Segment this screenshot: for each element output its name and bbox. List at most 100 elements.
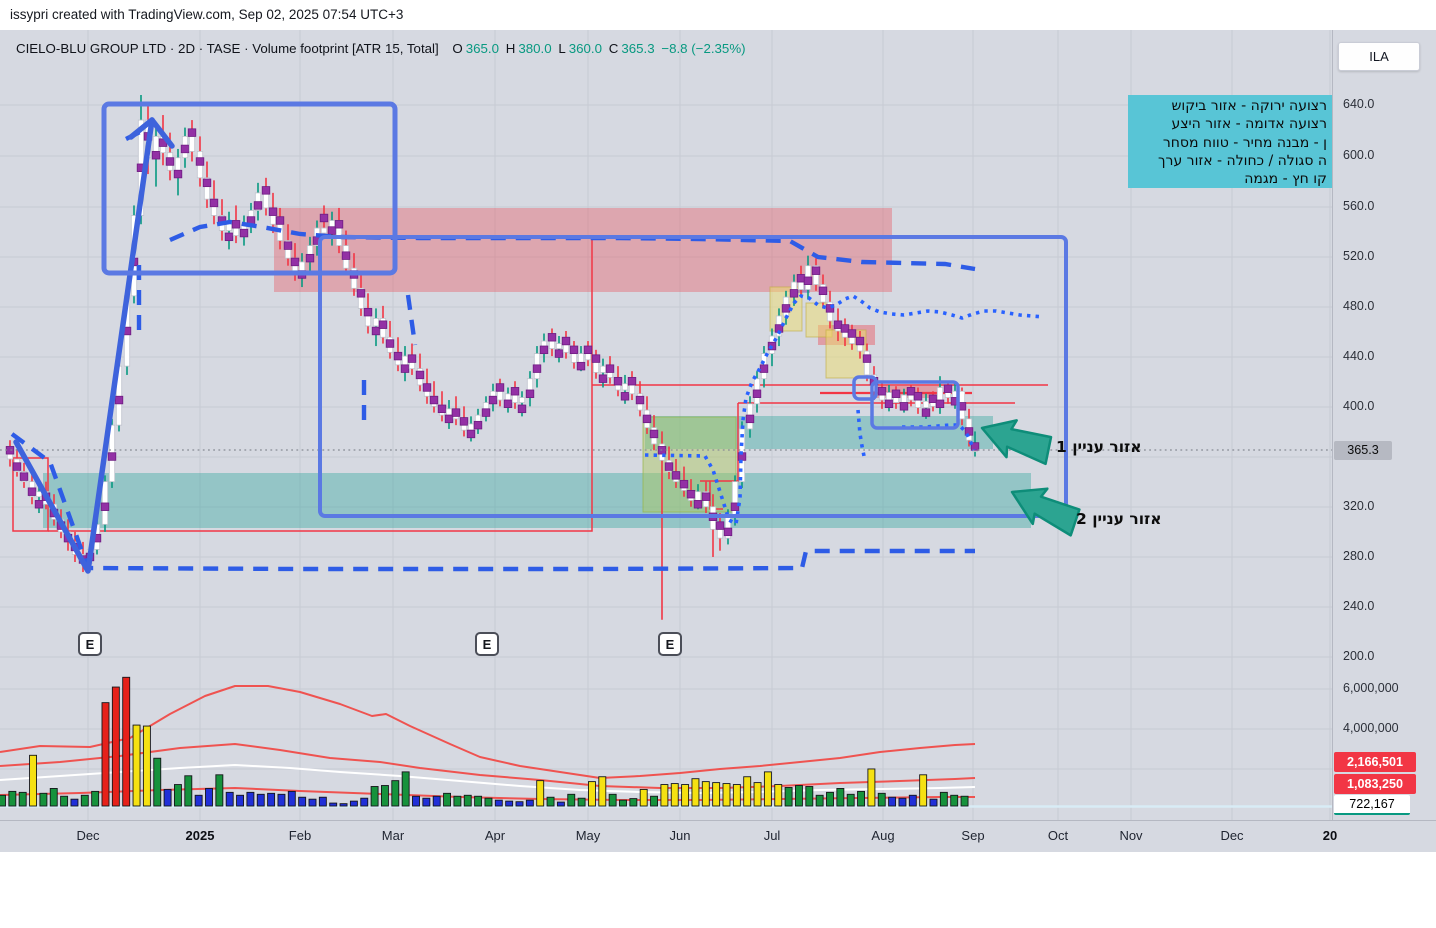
poc-square bbox=[378, 320, 388, 329]
volume-bar bbox=[412, 795, 420, 807]
currency-button[interactable]: ILA bbox=[1338, 42, 1420, 71]
time-axis-label[interactable]: Mar bbox=[381, 828, 405, 843]
earnings-marker[interactable] bbox=[78, 632, 102, 656]
poc-square bbox=[100, 502, 110, 511]
candle-body bbox=[548, 340, 556, 349]
volume-bar bbox=[608, 793, 617, 807]
volume-bar bbox=[308, 798, 317, 807]
candle-body bbox=[188, 135, 196, 152]
volume-bar bbox=[18, 791, 27, 807]
poc-square bbox=[642, 414, 652, 424]
volume-bar bbox=[960, 795, 969, 807]
interest-zone-1-label[interactable]: אזור עניין 1 bbox=[1056, 438, 1142, 456]
volume-bar bbox=[80, 794, 89, 807]
candle-body bbox=[467, 423, 475, 431]
structure-rect-top[interactable] bbox=[101, 101, 398, 276]
time-axis-label[interactable]: Aug bbox=[871, 828, 895, 843]
time-axis-label[interactable]: Apr bbox=[484, 828, 506, 843]
legend-note-box[interactable]: רצועה ירוקה - אזור ביקוש רצועה אדומה - א… bbox=[1128, 95, 1332, 188]
poc-square bbox=[906, 387, 916, 396]
volume-bar bbox=[836, 788, 845, 807]
time-axis-label[interactable]: Dec bbox=[1220, 828, 1244, 843]
poc-square bbox=[261, 186, 271, 195]
poc-square bbox=[319, 213, 329, 223]
volume-value-badge: 1,083,250 bbox=[1334, 774, 1416, 794]
earnings-marker[interactable] bbox=[658, 632, 682, 656]
volume-bar bbox=[877, 792, 886, 807]
time-axis[interactable] bbox=[0, 820, 1436, 852]
volume-bar bbox=[650, 795, 658, 807]
poc-square bbox=[341, 251, 351, 260]
poc-square bbox=[679, 479, 689, 489]
interest-zone-2-label[interactable]: אזור עניין 2 bbox=[1076, 510, 1162, 528]
time-axis-label[interactable]: 2025 bbox=[185, 828, 215, 843]
poc-square bbox=[510, 387, 520, 396]
poc-square bbox=[503, 399, 513, 409]
interest-zone-arrow-2[interactable] bbox=[1010, 487, 1081, 537]
poc-square bbox=[268, 207, 278, 216]
legend-line-2: רצועה אדומה - אזור היצע bbox=[1171, 116, 1327, 133]
candle-body bbox=[914, 399, 922, 408]
candle-body bbox=[900, 394, 908, 403]
time-axis-label[interactable]: Feb bbox=[288, 828, 312, 843]
volume-bar bbox=[329, 802, 338, 807]
trend-arrow-barb[interactable] bbox=[128, 117, 155, 140]
demand-zone-1 bbox=[645, 416, 993, 449]
poc-square bbox=[796, 274, 806, 283]
poc-square bbox=[745, 414, 755, 424]
structure-rect-aug[interactable] bbox=[870, 380, 960, 430]
volume-bar bbox=[277, 793, 286, 807]
blue-dashed-line[interactable] bbox=[10, 432, 975, 572]
volume-bar bbox=[577, 797, 586, 807]
time-axis-label[interactable]: Jun bbox=[669, 828, 691, 843]
volume-bar bbox=[639, 788, 648, 807]
poc-square bbox=[723, 527, 733, 537]
poc-square bbox=[114, 395, 124, 405]
structure-rect-small[interactable] bbox=[852, 375, 878, 401]
candle-body bbox=[372, 318, 380, 327]
volume-bar bbox=[215, 774, 224, 807]
poc-square bbox=[283, 241, 293, 250]
chart-background[interactable] bbox=[0, 30, 1332, 820]
interest-zone-arrow-1[interactable] bbox=[980, 419, 1053, 466]
volume-bar bbox=[432, 795, 441, 807]
current-price-badge[interactable]: 365.3 bbox=[1334, 441, 1392, 460]
poc-square bbox=[539, 345, 549, 355]
volume-bar bbox=[111, 686, 120, 807]
earnings-marker[interactable] bbox=[475, 632, 499, 656]
poc-square bbox=[224, 232, 234, 242]
poc-square bbox=[407, 354, 417, 363]
blue-dotted-line[interactable] bbox=[644, 294, 1045, 527]
time-axis-label[interactable]: 20 bbox=[1322, 828, 1338, 843]
candle-body bbox=[922, 400, 930, 408]
time-axis-label[interactable]: Sep bbox=[961, 828, 985, 843]
symbol-title[interactable]: CIELO-BLU GROUP LTD · 2D · TASE · Volume… bbox=[16, 41, 439, 56]
poc-square bbox=[840, 324, 850, 333]
volume-bar bbox=[443, 792, 451, 807]
time-axis-label[interactable]: Dec bbox=[76, 828, 100, 843]
poc-square bbox=[187, 128, 197, 137]
volume-ma-line bbox=[0, 743, 976, 789]
candle-body bbox=[504, 393, 512, 401]
volume-bar bbox=[401, 771, 410, 807]
volume-bar bbox=[805, 786, 814, 807]
poc-square bbox=[5, 446, 15, 455]
candle-body bbox=[907, 394, 915, 401]
volume-bar bbox=[919, 774, 928, 807]
poc-square bbox=[290, 257, 300, 267]
red-structure-line bbox=[700, 403, 739, 482]
volume-bar bbox=[567, 793, 576, 807]
time-axis-label[interactable]: Nov bbox=[1119, 828, 1143, 843]
structure-rect-main[interactable] bbox=[318, 235, 1068, 518]
time-axis-label[interactable]: Jul bbox=[763, 828, 781, 843]
poc-square bbox=[180, 144, 190, 154]
blue-dashed-line[interactable] bbox=[405, 294, 418, 346]
time-axis-label[interactable]: May bbox=[575, 828, 601, 843]
poc-square bbox=[818, 286, 828, 296]
poc-square bbox=[275, 216, 285, 225]
poc-square bbox=[701, 492, 711, 501]
trend-arrow-line[interactable] bbox=[13, 117, 175, 574]
poc-square bbox=[473, 420, 483, 430]
time-axis-label[interactable]: Oct bbox=[1047, 828, 1069, 843]
price-axis[interactable] bbox=[1332, 30, 1436, 820]
